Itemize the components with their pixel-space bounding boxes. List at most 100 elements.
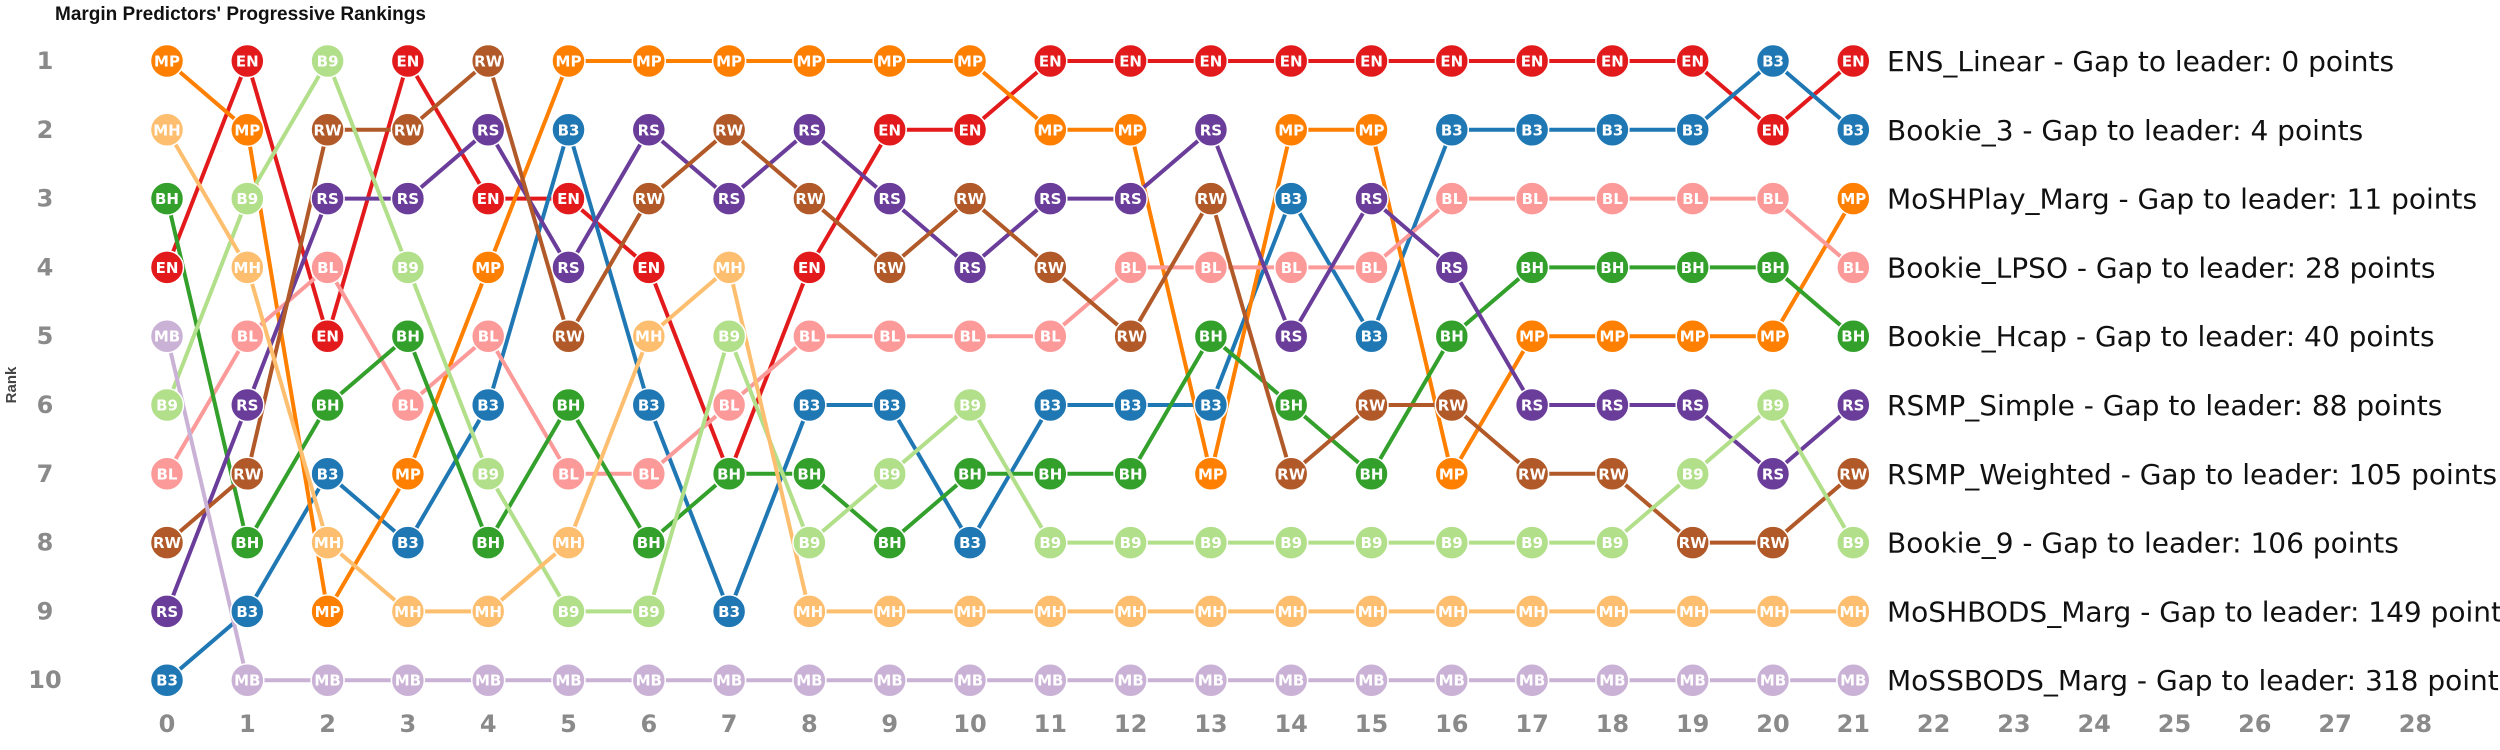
x-tick-label: 15 [1355, 710, 1388, 738]
rank-marker-mp: MP [1675, 318, 1710, 354]
marker-label: MP [796, 53, 822, 71]
marker-label: MP [877, 53, 903, 71]
marker-circle [470, 318, 506, 354]
marker-circle [1273, 318, 1309, 354]
marker-label: B9 [1200, 534, 1222, 552]
rank-marker-mp: MP [711, 43, 747, 79]
rank-marker-en: EN [631, 250, 667, 285]
y-tick-label: 10 [28, 666, 61, 694]
rank-marker-rs: RS [149, 594, 185, 629]
marker-circle [711, 181, 747, 216]
marker-label: MB [1198, 672, 1224, 690]
rank-marker-rs: RS [1434, 250, 1470, 285]
marker-label: RW [474, 53, 503, 71]
rank-marker-bl: BL [1675, 181, 1710, 216]
end-label-b3: Bookie_3 - Gap to leader: 4 points [1887, 114, 2363, 147]
marker-label: MB [1037, 672, 1063, 690]
marker-label: MH [1759, 603, 1786, 621]
marker-circle [1836, 43, 1871, 79]
marker-circle [1836, 387, 1871, 423]
rank-marker-rw: RW [1836, 456, 1871, 492]
marker-label: RS [236, 397, 258, 415]
x-tick-label: 17 [1515, 710, 1548, 738]
marker-label: B3 [1441, 121, 1463, 139]
rank-marker-mb: MB [952, 662, 988, 698]
marker-circle [631, 112, 667, 148]
rank-marker-mh: MH [1514, 594, 1550, 629]
rank-marker-mh: MH [310, 525, 345, 560]
end-label-rw: RSMP_Weighted - Gap to leader: 105 point… [1887, 458, 2497, 491]
marker-label: BL [1040, 328, 1061, 346]
marker-label: MP [154, 53, 180, 71]
rank-marker-b3: B3 [792, 387, 827, 423]
marker-circle [792, 43, 827, 79]
rank-marker-rs: RS [310, 181, 345, 216]
marker-label: BL [1120, 259, 1141, 277]
rank-marker-mb: MB [1755, 662, 1791, 698]
x-tick-label: 18 [1596, 710, 1629, 738]
rank-marker-mb: MB [470, 662, 506, 698]
marker-circle [872, 318, 907, 354]
series-line-b9 [165, 59, 1856, 614]
rank-marker-mp: MP [1755, 318, 1791, 354]
rank-marker-rw: RW [1193, 181, 1229, 216]
rank-marker-b9: B9 [149, 387, 185, 423]
marker-circle [1836, 525, 1871, 560]
marker-circle [470, 456, 506, 492]
marker-circle [1354, 181, 1389, 216]
marker-circle [470, 387, 506, 423]
marker-circle [230, 112, 265, 148]
rank-marker-b9: B9 [711, 318, 747, 354]
marker-label: MP [1037, 121, 1063, 139]
rank-marker-b9: B9 [390, 250, 426, 285]
marker-circle [1193, 318, 1229, 354]
marker-circle [390, 181, 426, 216]
marker-circle [551, 525, 586, 560]
marker-label: EN [1842, 53, 1865, 71]
rank-marker-b3: B3 [1354, 318, 1389, 354]
rank-marker-b9: B9 [1514, 525, 1550, 560]
rank-marker-mb: MB [1675, 662, 1710, 698]
rank-marker-rw: RW [230, 456, 265, 492]
marker-label: MB [314, 672, 340, 690]
marker-label: EN [236, 53, 259, 71]
marker-circle [1193, 456, 1229, 492]
marker-label: BL [558, 465, 579, 483]
marker-circle [1354, 112, 1389, 148]
y-tick-label: 3 [37, 185, 54, 213]
marker-label: B3 [1842, 121, 1864, 139]
marker-circle [390, 112, 426, 148]
rank-marker-rs: RS [1755, 456, 1791, 492]
marker-circle [551, 250, 586, 285]
rank-marker-bh: BH [792, 456, 827, 492]
marker-label: BL [1843, 259, 1864, 277]
marker-label: EN [1119, 53, 1142, 71]
marker-label: EN [1762, 121, 1785, 139]
marker-label: MP [1599, 328, 1625, 346]
marker-circle [1675, 594, 1710, 629]
marker-label: MB [1358, 672, 1384, 690]
marker-label: BH [717, 465, 741, 483]
rank-marker-rs: RS [792, 112, 827, 148]
y-tick-label: 6 [37, 391, 54, 419]
rank-marker-rw: RW [792, 181, 827, 216]
marker-circle [551, 181, 586, 216]
marker-label: BL [799, 328, 820, 346]
rank-marker-en: EN [1755, 112, 1791, 148]
rank-marker-mb: MB [1193, 662, 1229, 698]
marker-label: EN [1199, 53, 1222, 71]
marker-circle [711, 318, 747, 354]
rank-marker-en: EN [310, 318, 345, 354]
marker-label: MB [1840, 672, 1866, 690]
marker-circle [792, 318, 827, 354]
marker-label: MH [796, 603, 823, 621]
marker-circle [551, 318, 586, 354]
marker-label: RW [314, 121, 343, 139]
rank-marker-mb: MB [1514, 662, 1550, 698]
rank-marker-rw: RW [551, 318, 586, 354]
rank-marker-rs: RS [1033, 181, 1068, 216]
marker-circle [1113, 525, 1148, 560]
rank-marker-mp: MP [631, 43, 667, 79]
marker-circle [952, 387, 988, 423]
